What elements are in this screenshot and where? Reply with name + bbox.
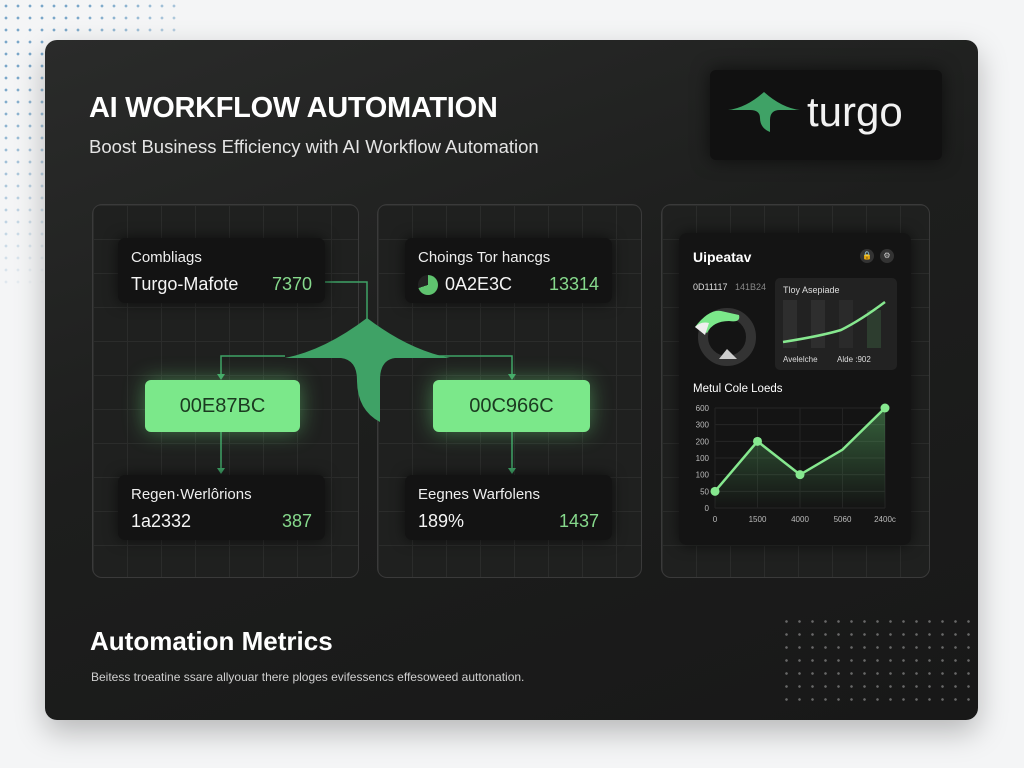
pie-icon — [418, 275, 438, 295]
page-title: AI WORKFLOW AUTOMATION — [89, 92, 498, 124]
card-number: 13314 — [548, 274, 599, 294]
section-title: Automation Metrics — [90, 626, 333, 656]
y-tick-label: 100 — [696, 471, 710, 480]
main-card: AI WORKFLOW AUTOMATION Boost Business Ef… — [45, 40, 978, 720]
section-description: Beitess troeatine ssare allyouar there p… — [91, 670, 525, 684]
chart-area — [715, 408, 885, 508]
page-subtitle: Boost Business Efficiency with AI Workfl… — [89, 136, 539, 157]
donut-chart-icon — [695, 308, 756, 366]
chart-title: Metul Cole Loeds — [693, 383, 783, 395]
stat-b: 141B24 — [735, 282, 767, 292]
x-tick-label: 5060 — [834, 515, 852, 524]
card-number: 1437 — [558, 511, 599, 531]
chart-point — [753, 436, 762, 446]
card-value: 189% — [418, 511, 465, 531]
dashboard-card: Uipeatav 🔒 ⚙ 0D11117 141B24 Tloy Asepiad… — [679, 233, 911, 545]
card-number: 387 — [281, 511, 312, 531]
workflow-node-right[interactable]: 00C966C — [433, 380, 590, 432]
flow-card-bottom-left[interactable]: Regen·Werlôrions 1a2332 387 — [118, 475, 325, 540]
mini-chart: Tloy Asepiade Avelelche Alde :902 — [775, 278, 897, 370]
dashboard-title: Uipeatav — [693, 249, 752, 265]
logo-text: turgo — [807, 88, 903, 135]
mini-chart-line — [782, 300, 886, 344]
card-label: Choings Tor hancgs — [418, 249, 551, 266]
line-chart: 0 50 100 100 200 300 600 0 1500 4000 5060 2400c — [696, 403, 896, 524]
stat-a: 0D11117 — [693, 282, 728, 292]
chart-point — [795, 470, 805, 480]
y-tick-label: 50 — [700, 487, 709, 496]
workflow-node-left[interactable]: 00E87BC — [145, 380, 300, 432]
y-tick-label: 300 — [696, 421, 710, 430]
mini-chart-title: Tloy Asepiade — [783, 285, 840, 295]
flow-card-bottom-right[interactable]: Eegnes Warfolens 189% 1437 — [405, 475, 612, 540]
card-value: Turgo-Mafote — [131, 274, 239, 294]
card-label: Regen·Werlôrions — [131, 486, 252, 503]
x-tick-label: 4000 — [791, 515, 809, 524]
card-label: Eegnes Warfolens — [418, 486, 541, 503]
flow-connectors — [217, 281, 516, 474]
chart-point — [880, 403, 890, 413]
logo: turgo — [710, 70, 942, 160]
settings-icon[interactable]: ⚙ — [880, 249, 894, 263]
x-tick-label: 0 — [713, 515, 718, 524]
chart-point — [710, 486, 720, 496]
mini-chart-label: Alde :902 — [837, 355, 871, 364]
card-number: 7370 — [271, 274, 312, 294]
lock-icon[interactable]: 🔒 — [860, 249, 874, 263]
y-tick-label: 600 — [696, 404, 710, 413]
y-tick-label: 100 — [696, 454, 710, 463]
mini-chart-label: Avelelche — [783, 355, 818, 364]
x-tick-label: 1500 — [749, 515, 767, 524]
card-value: 0A2E3C — [445, 274, 513, 294]
y-tick-label: 200 — [696, 437, 710, 446]
flow-card-top-right[interactable]: Choings Tor hancgs 0A2E3C 13314 — [405, 238, 612, 303]
dot-pattern — [780, 615, 975, 710]
flow-card-top-left[interactable]: Combliags Turgo-Mafote 7370 — [118, 238, 325, 303]
card-value: 1a2332 — [131, 511, 192, 531]
card-label: Combliags — [131, 249, 202, 266]
center-logo-icon — [285, 318, 450, 422]
turgo-logo-icon — [728, 92, 800, 132]
y-tick-label: 0 — [705, 504, 710, 513]
x-tick-label: 2400c — [874, 515, 896, 524]
